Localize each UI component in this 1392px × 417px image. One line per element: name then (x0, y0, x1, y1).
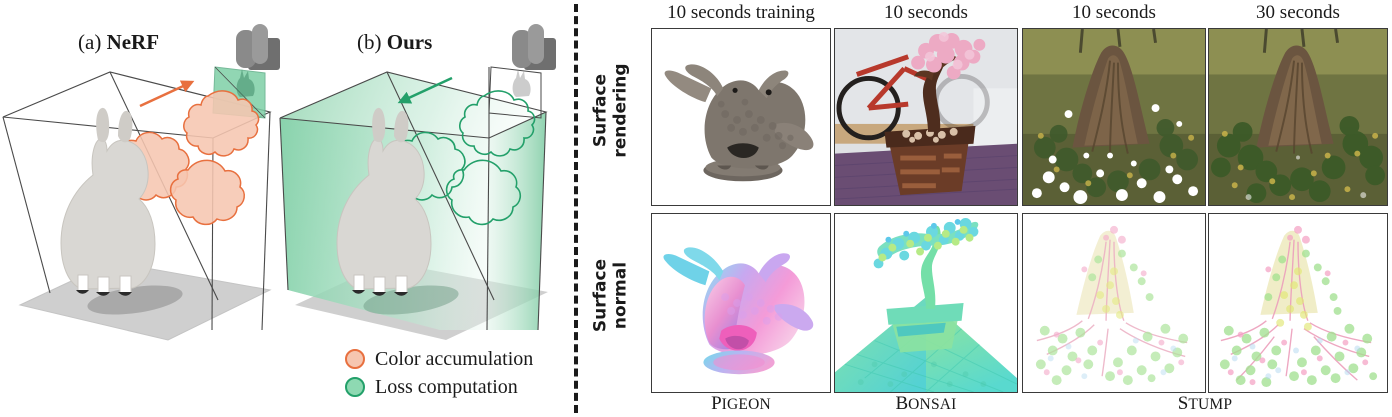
tree-stump-photo-30s (1209, 29, 1387, 205)
camera-frustum-a (2, 71, 272, 331)
scene-caption-bonsai-first: B (895, 393, 909, 414)
panel-title-nerf: (a) NeRF (78, 30, 159, 55)
legend-label-color-accumulation: Color accumulation (375, 348, 534, 370)
panel-tag-b: (b) (357, 30, 382, 54)
legend-item-loss-computation: Loss computation (345, 373, 575, 401)
pigeon-normal-map (652, 214, 830, 392)
cell-render-stump-10s (1022, 28, 1206, 206)
bonsai-normal-map (835, 214, 1017, 392)
scene-caption-stump-rest: TUMP (1188, 396, 1233, 413)
image-plane-b (488, 66, 542, 119)
mini-bunny-a (236, 69, 255, 97)
stump-normal-map-30s (1209, 214, 1387, 392)
scene-caption-bonsai-rest: ONSAI (908, 396, 957, 413)
cell-render-stump-30s (1208, 28, 1388, 206)
tree-stump-photo-10s (1023, 29, 1205, 205)
panel-title-ours: (b) Ours (357, 30, 432, 55)
scene-caption-pigeon-rest: IGEON (721, 396, 771, 413)
pigeon-statue-photo (652, 29, 830, 205)
diagram-legend: Color accumulation Loss computation (345, 345, 575, 401)
cell-render-pigeon (651, 28, 831, 206)
left-diagram-panel: (a) NeRF (b) Ours (0, 0, 575, 417)
bunny-shadow-b (363, 285, 459, 315)
legend-label-loss-computation: Loss computation (375, 376, 518, 398)
ours-direction-arrow (397, 76, 453, 104)
vertical-dashed-divider (574, 4, 578, 413)
column-header-1: 10 seconds (884, 2, 968, 23)
camera-icon-a (236, 24, 280, 70)
column-header-3: 30 seconds (1256, 2, 1340, 23)
right-results-grid: 10 seconds training 10 seconds 10 second… (590, 0, 1392, 417)
diagram-illustration (2, 24, 556, 341)
nerf-direction-arrow (139, 80, 195, 108)
scene-caption-pigeon-first: P (711, 393, 722, 414)
panel-tag-a: (a) (78, 30, 102, 54)
cell-normal-stump-30s (1208, 213, 1388, 393)
loss-frustum-right-b (487, 112, 546, 330)
scene-caption-bonsai: BONSAI (834, 393, 1018, 415)
scene-caption-stump: STUMP (1022, 393, 1388, 415)
cell-normal-stump-10s (1022, 213, 1206, 393)
bunny-model-b (336, 107, 432, 296)
scene-nerf (2, 24, 280, 341)
row-label-surface-rendering: Surface rendering (590, 63, 630, 158)
camera-icon-b (512, 24, 556, 70)
camera-frustum-b (279, 67, 548, 331)
panel-name-ours: Ours (386, 30, 433, 54)
scene-caption-stump-first: S (1177, 393, 1189, 414)
column-header-2: 10 seconds (1072, 2, 1156, 23)
cell-normal-pigeon (651, 213, 831, 393)
loss-computation-swatch-icon (345, 377, 365, 397)
bunny-shadow-a (87, 285, 183, 315)
bunny-model-a (60, 107, 156, 296)
legend-item-color-accumulation: Color accumulation (345, 345, 575, 373)
cell-normal-bonsai (834, 213, 1018, 393)
stump-normal-map-10s (1023, 214, 1205, 392)
color-accumulation-swatch-icon (345, 349, 365, 369)
scene-caption-pigeon: PIGEON (651, 393, 831, 415)
mini-bunny-b (512, 69, 531, 97)
scene-ours (279, 24, 556, 340)
bonsai-tree-photo (835, 29, 1017, 205)
cell-render-bonsai (834, 28, 1018, 206)
column-header-0: 10 seconds training (667, 2, 815, 23)
row-label-surface-normal: Surface normal (590, 258, 630, 333)
panel-name-nerf: NeRF (106, 30, 160, 54)
